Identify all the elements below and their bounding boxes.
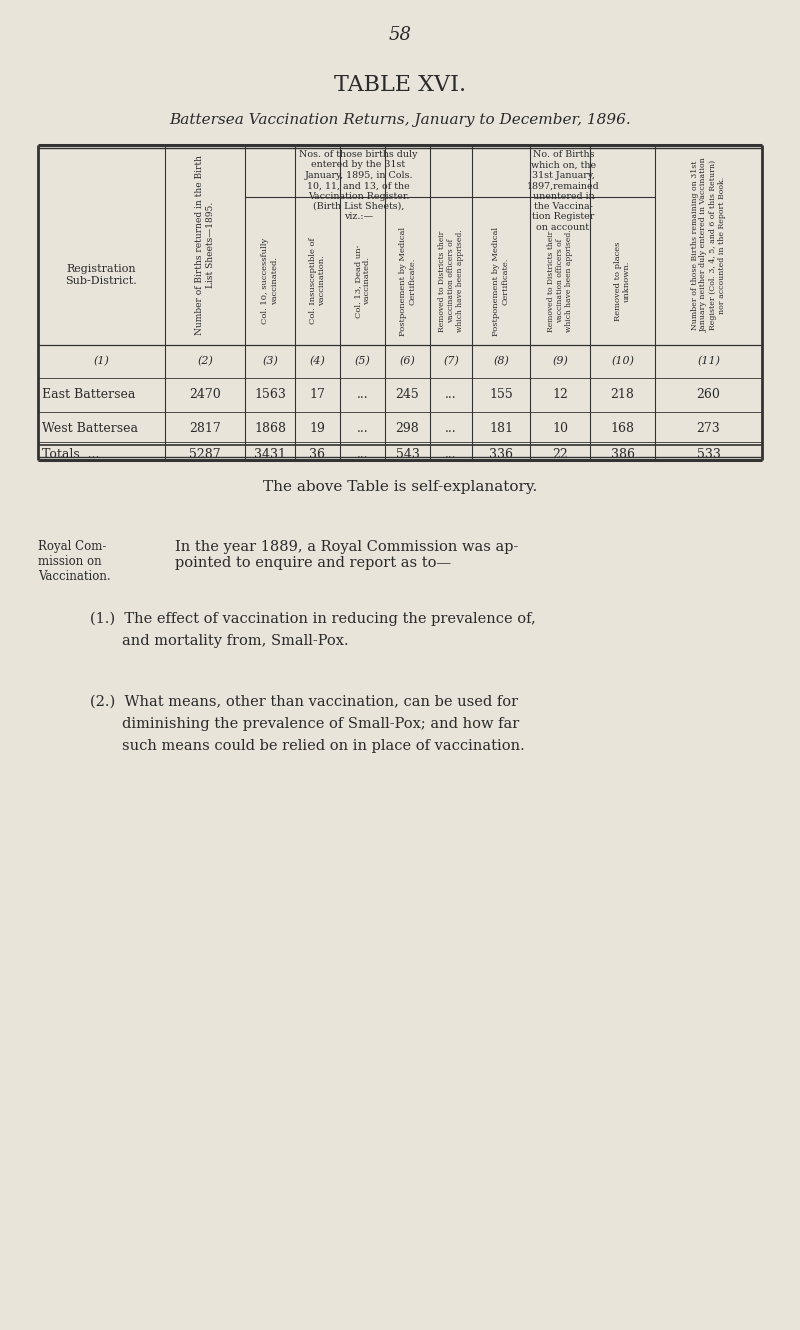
Text: 5287: 5287	[189, 448, 221, 462]
Text: 12: 12	[552, 388, 568, 402]
Text: The above Table is self-explanatory.: The above Table is self-explanatory.	[263, 480, 537, 493]
Text: (5): (5)	[354, 356, 370, 367]
Text: ...: ...	[445, 422, 457, 435]
Text: 168: 168	[610, 422, 634, 435]
Text: Col. Insusceptible of
vaccination.: Col. Insusceptible of vaccination.	[309, 238, 326, 325]
Text: 1563: 1563	[254, 388, 286, 402]
Text: 17: 17	[310, 388, 326, 402]
Text: (11): (11)	[697, 356, 720, 367]
Text: 19: 19	[310, 422, 326, 435]
Text: (2.)  What means, other than vaccination, can be used for: (2.) What means, other than vaccination,…	[90, 696, 518, 709]
Text: Registration
Sub-District.: Registration Sub-District.	[66, 265, 138, 286]
Text: Postponement by Medical
Certificate.: Postponement by Medical Certificate.	[492, 226, 510, 335]
Text: Number of those Births remaining on 31st
January neither duly entered in Vaccina: Number of those Births remaining on 31st…	[690, 158, 726, 332]
Text: (7): (7)	[443, 356, 459, 367]
Text: (1): (1)	[94, 356, 110, 367]
Text: ...: ...	[357, 448, 368, 462]
Text: ...: ...	[357, 388, 368, 402]
Text: Totals  ...: Totals ...	[42, 448, 99, 462]
Text: 273: 273	[697, 422, 720, 435]
Text: and mortality from, Small-Pox.: and mortality from, Small-Pox.	[122, 634, 349, 648]
Text: In the year 1889, a Royal Commission was ap-
pointed to enquire and report as to: In the year 1889, a Royal Commission was…	[175, 540, 518, 571]
Text: 336: 336	[489, 448, 513, 462]
Text: Removed to places
unknown.: Removed to places unknown.	[614, 241, 631, 321]
Text: 245: 245	[396, 388, 419, 402]
Text: Battersea Vaccination Returns, January to December, 1896.: Battersea Vaccination Returns, January t…	[169, 113, 631, 126]
Text: ...: ...	[445, 388, 457, 402]
Text: 298: 298	[396, 422, 419, 435]
Text: 260: 260	[697, 388, 721, 402]
Text: (6): (6)	[399, 356, 415, 367]
Text: ...: ...	[357, 422, 368, 435]
Text: Removed to Districts their
vaccination officers of
which have been apprised.: Removed to Districts their vaccination o…	[438, 230, 464, 332]
Text: 2817: 2817	[189, 422, 221, 435]
Text: TABLE XVI.: TABLE XVI.	[334, 74, 466, 96]
Text: 10: 10	[552, 422, 568, 435]
Text: ...: ...	[445, 448, 457, 462]
Text: 1868: 1868	[254, 422, 286, 435]
Text: (8): (8)	[493, 356, 509, 367]
Text: Col. 10, successfully
vaccinated.: Col. 10, successfully vaccinated.	[262, 238, 278, 325]
Text: such means could be relied on in place of vaccination.: such means could be relied on in place o…	[122, 739, 525, 753]
Text: (1.)  The effect of vaccination in reducing the prevalence of,: (1.) The effect of vaccination in reduci…	[90, 612, 536, 626]
Text: 22: 22	[552, 448, 568, 462]
Text: Number of Births returned in the Birth
List Sheets—1895.: Number of Births returned in the Birth L…	[195, 156, 214, 335]
Text: 533: 533	[697, 448, 721, 462]
Text: 36: 36	[310, 448, 326, 462]
Text: No. of Births
which on, the
31st January,
1897,remained
unentered in
the Vaccina: No. of Births which on, the 31st January…	[527, 150, 600, 231]
Text: East Battersea: East Battersea	[42, 388, 135, 402]
Text: (10): (10)	[611, 356, 634, 367]
Text: 155: 155	[489, 388, 513, 402]
Text: Col. 13, Dead un-
vaccinated.: Col. 13, Dead un- vaccinated.	[354, 245, 371, 318]
Text: Postponement by Medical
Certificate.: Postponement by Medical Certificate.	[399, 226, 416, 335]
Text: 58: 58	[389, 27, 411, 44]
Text: 3431: 3431	[254, 448, 286, 462]
Text: 181: 181	[489, 422, 513, 435]
Text: (4): (4)	[310, 356, 326, 367]
Text: 543: 543	[395, 448, 419, 462]
Text: Nos. of those births duly
entered by the 31st
January, 1895, in Cols.
10, 11, an: Nos. of those births duly entered by the…	[299, 150, 418, 221]
Text: (3): (3)	[262, 356, 278, 367]
Text: Royal Com-
mission on
Vaccination.: Royal Com- mission on Vaccination.	[38, 540, 110, 583]
Text: 2470: 2470	[189, 388, 221, 402]
Text: West Battersea: West Battersea	[42, 422, 138, 435]
Text: 218: 218	[610, 388, 634, 402]
Text: diminishing the prevalence of Small-Pox; and how far: diminishing the prevalence of Small-Pox;…	[122, 717, 519, 732]
Text: (9): (9)	[552, 356, 568, 367]
Text: 386: 386	[610, 448, 634, 462]
Text: (2): (2)	[197, 356, 213, 367]
Text: Removed to Districts their
vaccination officers of
which have been apprised.: Removed to Districts their vaccination o…	[547, 230, 573, 332]
